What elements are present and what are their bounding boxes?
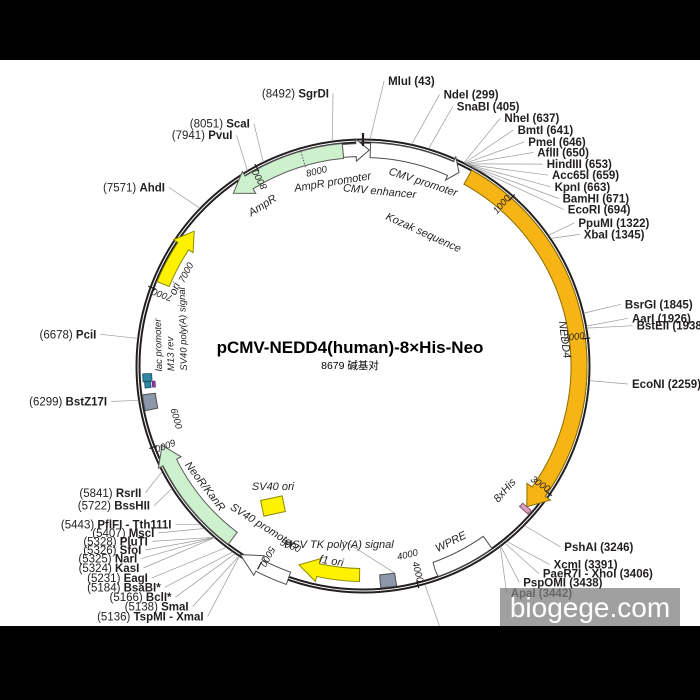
svg-text:4000: 4000 [409,560,425,584]
svg-text:8xHis: 8xHis [491,476,518,505]
svg-text:EcoRI (694): EcoRI (694) [568,205,631,217]
svg-text:AflII (650): AflII (650) [537,148,589,160]
svg-text:PshAI (3246): PshAI (3246) [564,542,633,554]
svg-text:CMV enhancer: CMV enhancer [342,182,418,201]
svg-text:AmpR: AmpR [246,193,279,220]
svg-text:MluI (43): MluI (43) [388,76,435,88]
svg-text:6000: 6000 [168,407,185,431]
svg-text:BsrGI (1845): BsrGI (1845) [625,299,693,311]
svg-text:XbaI (1345): XbaI (1345) [584,229,645,241]
svg-text:Kozak sequence: Kozak sequence [384,211,463,256]
svg-text:(8051) ScaI: (8051) ScaI [190,119,250,131]
svg-text:(7571) AhdI: (7571) AhdI [103,183,165,195]
svg-text:PpuMI (1322): PpuMI (1322) [578,218,649,230]
svg-text:SV40 ori: SV40 ori [252,481,295,493]
svg-text:NheI (637): NheI (637) [504,113,559,125]
svg-text:KpnI (663): KpnI (663) [555,182,611,194]
svg-text:Acc65I (659): Acc65I (659) [552,170,619,182]
svg-text:NdeI (299): NdeI (299) [444,89,499,101]
svg-text:EcoNI (2259): EcoNI (2259) [632,379,700,391]
svg-text:(6299) BstZ17I: (6299) BstZ17I [29,396,107,408]
svg-text:SnaBI (405): SnaBI (405) [457,102,520,114]
svg-text:HSV TK poly(A) signal: HSV TK poly(A) signal [284,539,394,551]
svg-text:(5443) PflFI - Tth111I: (5443) PflFI - Tth111I [61,519,172,531]
svg-text:BmtI (641): BmtI (641) [518,125,574,137]
svg-text:(7941) PvuI: (7941) PvuI [172,130,233,142]
svg-text:BstEII (1938): BstEII (1938) [637,321,700,333]
svg-text:(8492) SgrDI: (8492) SgrDI [262,89,329,101]
svg-text:(5841) RsrII: (5841) RsrII [79,488,141,500]
svg-text:(5722) BssHII: (5722) BssHII [78,501,150,513]
